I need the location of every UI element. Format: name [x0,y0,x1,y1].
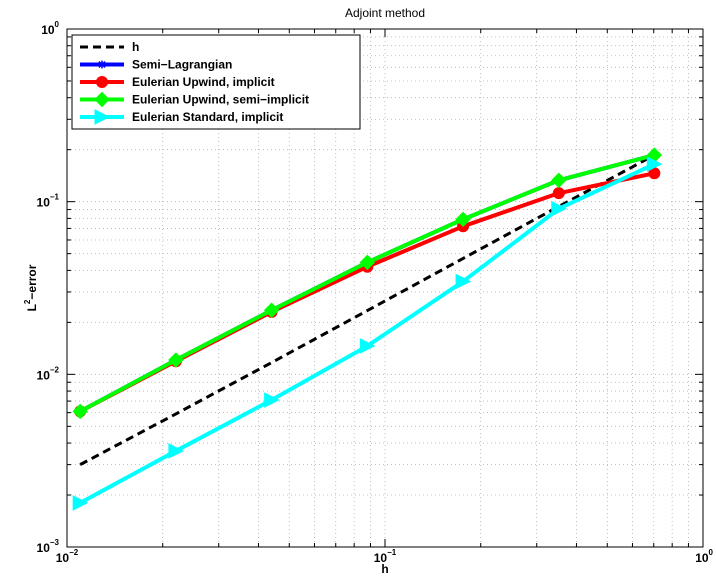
series-eulerian-standard-implicit [72,156,663,511]
x-tick-label: 10−1 [374,548,397,565]
y-tick-label: 10−3 [37,538,60,555]
data-point-eulerian-upwind-semi-implicit [551,172,567,188]
star-stroke [98,60,106,69]
data-point-eulerian-upwind-implicit [552,187,565,200]
legend-entry: Eulerian Upwind, semi−implicit [80,91,309,108]
data-point-eulerian-upwind-semi-implicit [263,302,280,318]
series-line-h [79,153,656,466]
x-axis-label: h [381,562,388,576]
data-point-eulerian-standard-implicit [264,392,280,408]
data-point-eulerian-upwind-semi-implicit [72,403,88,420]
series-eulerian-upwind-semi-implicit [72,147,663,420]
y-tick-label-base: 10 [41,23,55,37]
legend-label: Eulerian Upwind, implicit [132,75,275,89]
data-point-eulerian-standard-implicit [551,200,567,217]
legend-label: h [132,40,139,54]
y-tick-label-exponent: −1 [50,193,60,202]
legend-swatch-marker [94,109,111,125]
data-point-eulerian-standard-implicit [455,273,472,290]
x-tick-label-exponent: −1 [387,548,397,557]
data-point-eulerian-standard-implicit [359,338,376,354]
y-axis-label: L2−error [23,264,39,311]
legend-swatch-marker [98,60,106,69]
data-point-eulerian-upwind-semi-implicit [168,352,184,368]
y-tick-label-exponent: 0 [55,20,60,29]
legend-entry: Eulerian Upwind, implicit [80,75,275,89]
data-point-eulerian-upwind-semi-implicit [359,254,376,271]
y-axis-label-rest: −error [25,264,39,299]
y-tick-label: 10−1 [37,193,60,210]
x-tick-label-base: 10 [374,551,388,565]
legend-entry: Eulerian Standard, implicit [80,109,283,125]
data-point-eulerian-upwind-semi-implicit [455,211,471,228]
x-tick-label: 10−2 [56,548,79,565]
legend-swatch-marker [96,76,108,88]
series-h [79,153,656,466]
series-layer [72,147,663,511]
legend: h Semi−Lagrangian Eulerian Upwind, implici… [71,34,361,130]
y-tick-label-base: 10 [37,541,51,555]
x-tick-label-base: 10 [56,551,70,565]
data-point-eulerian-standard-implicit [168,443,185,459]
y-tick-label: 100 [41,20,59,37]
y-axis-label-superscript: 2 [23,299,32,304]
legend-entry: Semi−Lagrangian [80,58,232,72]
x-tick-label-base: 10 [695,551,709,565]
y-tick-label-base: 10 [37,368,51,382]
legend-entry: h [80,40,139,54]
x-tick-label-exponent: −2 [69,548,79,557]
y-tick-label-base: 10 [37,196,51,210]
y-tick-label-exponent: −2 [50,365,60,374]
data-point-eulerian-standard-implicit [72,495,89,511]
y-axis-label-base: L [25,304,39,311]
legend-label: Semi−Lagrangian [132,58,232,72]
y-tick-label-exponent: −3 [50,538,60,547]
x-tick-label: 100 [695,548,713,565]
x-tick-label-exponent: 0 [709,548,714,557]
data-point-eulerian-standard-implicit [646,156,663,172]
legend-swatch-marker [94,91,110,108]
y-tick-label: 10−2 [37,365,60,382]
legend-label: Eulerian Upwind, semi−implicit [132,93,309,107]
legend-label: Eulerian Standard, implicit [132,110,283,124]
chart-title: Adjoint method [345,6,425,20]
